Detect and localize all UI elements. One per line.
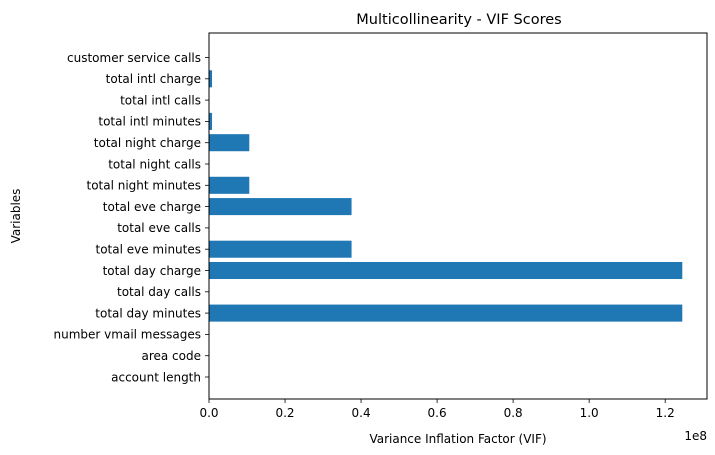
y-tick-label: customer service calls <box>67 51 201 65</box>
y-tick-label: total day minutes <box>95 306 201 320</box>
bar <box>209 304 683 322</box>
y-tick-label: total intl charge <box>106 72 201 86</box>
x-tick-label: 0.4 <box>352 406 371 420</box>
bar <box>209 261 683 280</box>
x-tick-label: 0.2 <box>275 406 294 420</box>
chart-title: Multicollinearity - VIF Scores <box>356 12 561 28</box>
y-tick-label: area code <box>141 349 201 363</box>
bar <box>209 176 250 194</box>
x-axis-label: Variance Inflation Factor (VIF) <box>369 432 546 446</box>
bar <box>209 70 213 88</box>
y-axis-label: Variables <box>9 189 23 244</box>
y-axis-ticks: account length area code number vmail mess… <box>54 51 209 384</box>
bar <box>209 198 352 216</box>
x-tick-label: 0.0 <box>199 406 218 420</box>
bars-group <box>209 70 683 322</box>
y-tick-label: number vmail messages <box>54 328 201 342</box>
bar <box>209 112 213 130</box>
x-tick-label: 1.0 <box>580 406 599 420</box>
bar <box>209 134 250 152</box>
y-tick-label: total night calls <box>108 157 201 171</box>
x-axis-ticks: 0.0 0.2 0.4 0.6 0.8 1.0 1.2 <box>199 399 675 420</box>
x-tick-label: 0.8 <box>504 406 523 420</box>
y-tick-label: total day calls <box>117 285 201 299</box>
y-tick-label: total eve charge <box>103 200 201 214</box>
y-tick-label: account length <box>111 370 201 384</box>
x-offset-label: 1e8 <box>684 429 707 443</box>
y-tick-label: total day charge <box>103 264 201 278</box>
plot-frame <box>208 32 708 400</box>
y-tick-label: total intl calls <box>120 93 201 107</box>
x-tick-label: 0.6 <box>428 406 447 420</box>
y-tick-label: total night minutes <box>86 179 201 193</box>
y-tick-label: total night charge <box>94 136 201 150</box>
y-tick-label: total intl minutes <box>98 115 201 129</box>
y-tick-label: total eve calls <box>117 221 201 235</box>
x-tick-label: 1.2 <box>656 406 675 420</box>
bar <box>209 240 352 258</box>
y-tick-label: total eve minutes <box>95 243 201 257</box>
